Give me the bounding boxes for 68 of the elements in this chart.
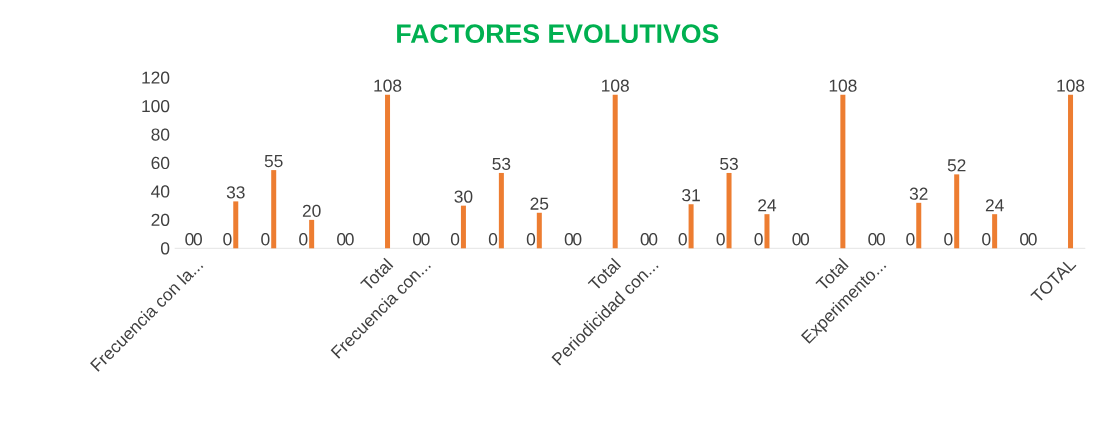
data-label: 0	[1028, 233, 1037, 246]
bar	[612, 94, 618, 249]
bar	[498, 172, 504, 249]
bar	[688, 204, 694, 249]
data-label: 0	[1020, 233, 1029, 246]
data-label: 24	[758, 199, 777, 212]
data-label: 0	[906, 233, 915, 246]
data-label: 0	[299, 233, 308, 246]
bar	[271, 170, 277, 249]
data-label: 55	[264, 155, 283, 168]
bar	[840, 94, 846, 249]
bar	[916, 202, 922, 249]
chart-title: FACTORES EVOLUTIVOS	[397, 24, 719, 44]
data-label: 108	[1057, 79, 1085, 92]
data-label: 0	[488, 233, 498, 246]
bar	[385, 94, 391, 249]
data-label: 108	[374, 79, 402, 92]
y-tick-label: 40	[151, 185, 170, 198]
data-label: 0	[337, 233, 346, 246]
data-label: 0	[564, 233, 574, 246]
bar	[460, 205, 466, 249]
data-label: 0	[982, 233, 991, 246]
data-label: 0	[185, 233, 194, 246]
data-label: 0	[345, 233, 354, 246]
data-label: 25	[530, 197, 549, 210]
bar	[309, 219, 315, 249]
data-label: 20	[302, 204, 321, 217]
data-label: 53	[720, 157, 738, 171]
data-label: 108	[602, 79, 629, 92]
y-tick-label: 80	[151, 128, 170, 141]
y-tick-label: 0	[160, 242, 170, 255]
data-label: 0	[526, 233, 536, 246]
data-label: 0	[754, 233, 763, 246]
bar	[726, 172, 732, 249]
bar	[764, 214, 770, 249]
data-label: 33	[226, 186, 245, 199]
data-label: 0	[876, 233, 885, 246]
data-label: 108	[829, 79, 857, 92]
data-label: 0	[716, 233, 725, 246]
bar	[954, 174, 960, 249]
data-label: 31	[682, 189, 700, 202]
data-label: 0	[944, 233, 953, 246]
y-tick-label: 20	[151, 213, 170, 227]
data-label: 0	[223, 233, 232, 246]
data-label: 32	[909, 187, 928, 200]
data-label: 52	[947, 159, 966, 172]
bar	[233, 201, 239, 249]
y-tick-label: 100	[142, 99, 170, 113]
data-label: 0	[649, 233, 658, 246]
bar	[992, 214, 998, 249]
data-label: 0	[412, 233, 422, 246]
data-label: 0	[193, 233, 202, 246]
bar	[1068, 94, 1074, 249]
data-label: 53	[492, 157, 511, 171]
data-label: 0	[573, 233, 582, 246]
data-label: 0	[261, 233, 270, 246]
y-tick-label: 120	[142, 71, 170, 84]
data-label: 0	[792, 233, 801, 246]
data-label: 0	[678, 233, 687, 246]
data-label: 24	[985, 199, 1004, 212]
y-tick-label: 60	[151, 156, 170, 170]
data-label: 30	[454, 190, 473, 203]
bar	[536, 212, 542, 249]
data-label: 0	[868, 233, 877, 246]
data-label: 0	[421, 233, 430, 246]
data-label: 0	[640, 233, 649, 246]
data-label: 0	[800, 233, 810, 246]
data-label: 0	[450, 233, 460, 246]
